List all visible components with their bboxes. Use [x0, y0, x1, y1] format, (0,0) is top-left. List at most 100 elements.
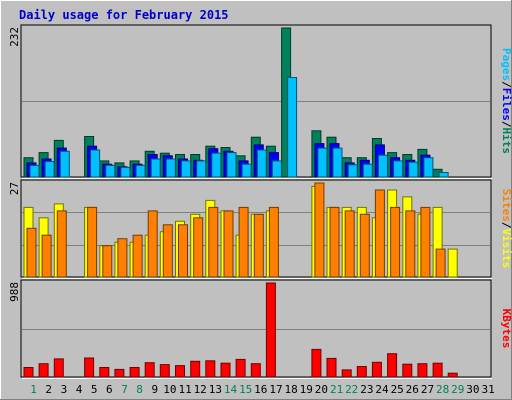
legend-pages: Pages: [500, 48, 512, 81]
chart-panels: 232Pages/Files/Hits27Sites/Visits988KByt…: [8, 24, 512, 379]
bar-sites-day-25: [390, 206, 401, 278]
day-label-16: 16: [254, 383, 267, 396]
bar-sites-day-15: [238, 206, 249, 278]
day-label-28: 28: [436, 383, 449, 396]
day-label-14: 14: [224, 383, 238, 396]
bar-kbytes-day-16: [250, 363, 261, 378]
legend-separator: /: [500, 81, 512, 88]
bar-pages-day-1: [29, 164, 40, 178]
bar-kbytes-day-3: [53, 358, 64, 378]
bar-pages-day-16: [256, 149, 267, 178]
bar-sites-day-23: [359, 213, 370, 278]
legend-separator: /: [500, 121, 512, 128]
bar-kbytes-day-8: [129, 367, 140, 378]
bar-sites-day-5: [87, 206, 98, 278]
bar-kbytes-day-22: [341, 369, 352, 378]
day-label-19: 19: [300, 383, 313, 396]
day-label-18: 18: [284, 383, 297, 396]
bar-sites-day-3: [56, 210, 67, 278]
bar-pages-day-20: [317, 147, 328, 178]
bar-pages-day-24: [377, 154, 388, 178]
bar-sites-day-21: [329, 206, 340, 278]
bar-sites-day-7: [117, 238, 128, 278]
bar-sites-day-11: [178, 224, 188, 278]
bar-pages-day-10: [165, 158, 176, 178]
bar-pages-day-5: [90, 149, 101, 178]
bar-pages-day-18: [287, 77, 298, 178]
panel-visits-sites: 27 Sites/Visits: [8, 179, 512, 279]
bar-sites-day-8: [132, 234, 143, 278]
day-label-29: 29: [451, 383, 464, 396]
bar-kbytes-day-11: [175, 365, 185, 378]
bar-sites-day-17: [268, 206, 279, 278]
bar-kbytes-day-24: [371, 361, 382, 378]
bar-sites-day-12: [193, 217, 204, 278]
panel-legend: Sites/Visits: [500, 189, 512, 269]
bar-kbytes-day-13: [205, 360, 216, 378]
day-label-31: 31: [481, 383, 494, 396]
legend-files: Files: [500, 88, 512, 121]
legend-sites: Sites: [500, 189, 512, 222]
day-label-24: 24: [375, 383, 389, 396]
bar-kbytes-day-6: [99, 367, 110, 378]
y-max-label: 27: [8, 182, 21, 195]
day-axis-labels: 1 2 3 4 5 6 7 8 9 10 11 12 13 14 15 16 17 18 19 20 21 22 23 24 2…: [30, 383, 494, 396]
bar-kbytes-day-21: [326, 357, 337, 378]
bar-sites-day-10: [162, 224, 173, 278]
bar-pages-day-17: [271, 160, 282, 178]
bar-kbytes-day-26: [402, 363, 413, 378]
bar-pages-day-28: [438, 172, 449, 178]
panel-kbytes: 988 KBytes: [8, 279, 512, 379]
day-label-8: 8: [136, 383, 143, 396]
bar-pages-day-3: [59, 150, 70, 178]
day-label-12: 12: [194, 383, 207, 396]
bar-sites-day-9: [147, 210, 158, 278]
day-label-9: 9: [151, 383, 158, 396]
bar-kbytes-day-1: [23, 367, 34, 378]
bar-kbytes-day-14: [220, 362, 231, 378]
bar-pages-day-13: [211, 152, 222, 178]
bar-sites-day-20: [314, 182, 325, 278]
bar-sites-day-26: [405, 210, 416, 278]
bar-pages-day-2: [44, 161, 55, 178]
bar-kbytes-day-5: [84, 357, 95, 378]
panel-frame: [20, 279, 492, 378]
bar-visits-day-29: [447, 248, 458, 278]
bar-sites-day-24: [374, 189, 385, 278]
bar-pages-day-15: [241, 163, 252, 178]
day-label-17: 17: [269, 383, 282, 396]
panel-legend: KBytes: [500, 309, 512, 349]
day-label-22: 22: [345, 383, 358, 396]
bar-pages-day-27: [423, 157, 434, 178]
bar-kbytes-day-7: [114, 368, 125, 378]
day-label-2: 2: [45, 383, 52, 396]
bar-pages-day-6: [105, 164, 116, 178]
bar-kbytes-day-15: [235, 358, 246, 378]
day-label-20: 20: [315, 383, 328, 396]
bar-kbytes-day-2: [38, 363, 49, 378]
legend-kbytes: KBytes: [500, 309, 512, 349]
day-label-4: 4: [76, 383, 83, 396]
bar-sites-day-2: [41, 234, 52, 278]
bar-kbytes-day-23: [356, 366, 367, 378]
day-label-7: 7: [121, 383, 128, 396]
day-label-23: 23: [360, 383, 373, 396]
bar-kbytes-day-10: [159, 364, 170, 378]
chart-title: Daily usage for February 2015: [19, 8, 229, 22]
bar-kbytes-day-29: [447, 372, 458, 378]
bar-kbytes-day-20: [311, 348, 322, 378]
bar-pages-day-11: [181, 160, 191, 178]
day-label-5: 5: [91, 383, 98, 396]
bar-sites-day-27: [420, 206, 431, 278]
bar-pages-day-14: [226, 152, 237, 178]
bar-kbytes-day-12: [190, 360, 201, 378]
bar-sites-day-1: [26, 227, 37, 278]
panel-legend: Pages/Files/Hits: [500, 48, 512, 154]
bar-sites-day-22: [344, 210, 355, 278]
bar-pages-day-23: [362, 163, 373, 178]
bar-pages-day-7: [120, 166, 131, 178]
legend-visits: Visits: [500, 229, 512, 269]
